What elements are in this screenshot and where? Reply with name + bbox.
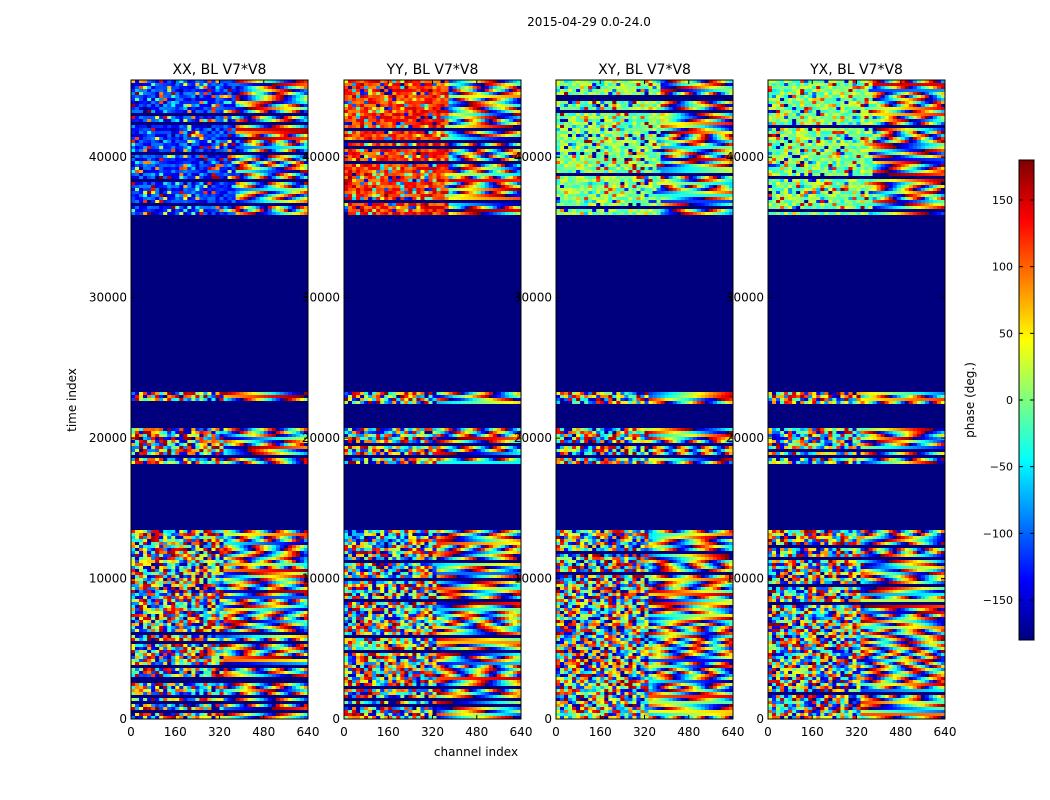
x-tick-label: 160 [801, 725, 824, 739]
y-tick-label: 10000 [726, 572, 764, 586]
y-tick-label: 10000 [302, 572, 340, 586]
y-tick-label: 10000 [514, 572, 552, 586]
panel-2: XY, BL V7*V8 0 160 320 480 640 0 10000 20000 3000… [514, 62, 745, 739]
colorbar-tick-label: −100 [983, 527, 1013, 540]
x-tick-label: 0 [127, 725, 135, 739]
heatmap-cells [768, 80, 946, 719]
y-tick-label: 40000 [89, 150, 127, 164]
colorbar-tick-label: 0 [1006, 394, 1013, 407]
x-tick-label: 160 [377, 725, 400, 739]
x-tick-label: 480 [677, 725, 700, 739]
heatmap-cells [556, 80, 734, 719]
y-tick-label: 30000 [514, 291, 552, 305]
y-tick-label: 10000 [89, 572, 127, 586]
figure-suptitle: 2015-04-29 0.0-24.0 [527, 15, 651, 29]
x-tick-label: 480 [465, 725, 488, 739]
panel-title: YX, BL V7*V8 [809, 62, 903, 78]
x-tick-label: 480 [252, 725, 275, 739]
y-tick-label: 0 [756, 712, 764, 726]
colorbar-tick-label: 150 [992, 194, 1013, 207]
colorbar: 150 100 50 0 −50 −100 −150 phase (deg.) [963, 159, 1035, 641]
y-tick-label: 30000 [302, 291, 340, 305]
y-tick-label: 40000 [514, 150, 552, 164]
x-tick-label: 320 [633, 725, 656, 739]
y-tick-label: 0 [119, 712, 127, 726]
x-tick-label: 0 [764, 725, 772, 739]
x-tick-label: 0 [552, 725, 560, 739]
panel-1: YY, BL V7*V8 0 160 320 480 640 0 10000 20000 3000… [302, 62, 533, 739]
panel-title: XY, BL V7*V8 [598, 62, 691, 78]
y-axis-label: time index [65, 368, 79, 432]
x-tick-label: 640 [722, 725, 745, 739]
x-tick-label: 480 [889, 725, 912, 739]
y-tick-label: 40000 [726, 150, 764, 164]
y-tick-label: 0 [332, 712, 340, 726]
heatmap-cells [344, 80, 522, 719]
colorbar-tick-label: −50 [990, 461, 1013, 474]
panel-title: YY, BL V7*V8 [386, 62, 479, 78]
x-tick-label: 320 [421, 725, 444, 739]
x-tick-label: 320 [845, 725, 868, 739]
panel-0: XX, BL V7*V8 0 160 320 480 640 0 10000 20000 3000… [89, 62, 320, 739]
colorbar-label: phase (deg.) [963, 362, 977, 438]
x-axis-label: channel index [434, 745, 518, 759]
x-tick-label: 640 [934, 725, 957, 739]
heatmap-cells [131, 80, 309, 719]
y-tick-label: 20000 [89, 431, 127, 445]
x-tick-label: 320 [208, 725, 231, 739]
y-tick-label: 40000 [302, 150, 340, 164]
colorbar-tick-label: 100 [992, 261, 1013, 274]
panel-title: XX, BL V7*V8 [173, 62, 267, 78]
y-tick-label: 20000 [302, 431, 340, 445]
y-tick-label: 30000 [89, 291, 127, 305]
x-tick-label: 640 [510, 725, 533, 739]
x-tick-label: 0 [340, 725, 348, 739]
panel-3: YX, BL V7*V8 0 160 320 480 640 0 10000 20000 3000… [726, 62, 957, 739]
y-tick-label: 20000 [514, 431, 552, 445]
colorbar-tick-label: 50 [999, 327, 1013, 340]
x-tick-label: 640 [297, 725, 320, 739]
y-tick-label: 0 [544, 712, 552, 726]
colorbar-tick-label: −150 [983, 594, 1013, 607]
y-tick-label: 20000 [726, 431, 764, 445]
y-tick-label: 30000 [726, 291, 764, 305]
x-tick-label: 160 [164, 725, 187, 739]
x-tick-label: 160 [589, 725, 612, 739]
